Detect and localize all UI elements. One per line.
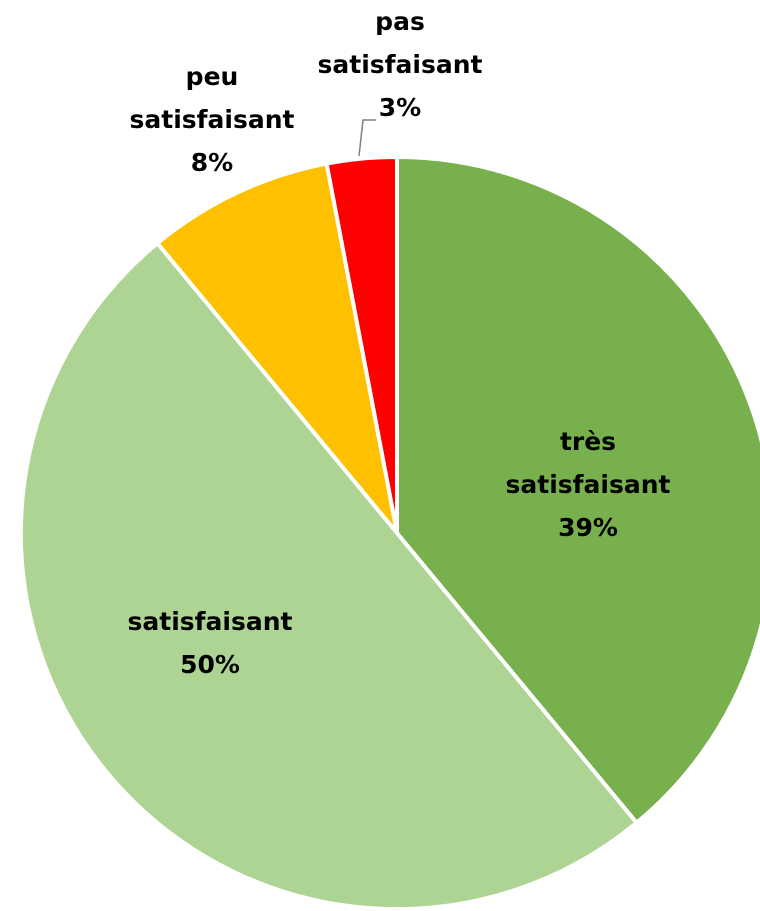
slice-label: satisfaisant 50% xyxy=(103,600,318,686)
pie-slice xyxy=(18,241,639,911)
leader-line xyxy=(358,119,376,157)
slice-label: pas satisfaisant 3% xyxy=(293,0,508,129)
slice-label: très satisfaisant 39% xyxy=(481,420,696,549)
category-label: pas satisfaisant xyxy=(317,7,483,79)
value-label: 39% xyxy=(558,513,618,542)
value-label: 50% xyxy=(180,650,240,679)
category-label: très satisfaisant xyxy=(505,427,671,499)
category-label: satisfaisant xyxy=(127,607,293,636)
category-label: peu satisfaisant xyxy=(129,62,295,134)
pie-slice xyxy=(155,161,399,535)
value-label: 8% xyxy=(190,148,234,177)
pie-slice xyxy=(395,155,760,825)
slice-label: peu satisfaisant 8% xyxy=(105,55,320,184)
value-label: 3% xyxy=(378,93,422,122)
